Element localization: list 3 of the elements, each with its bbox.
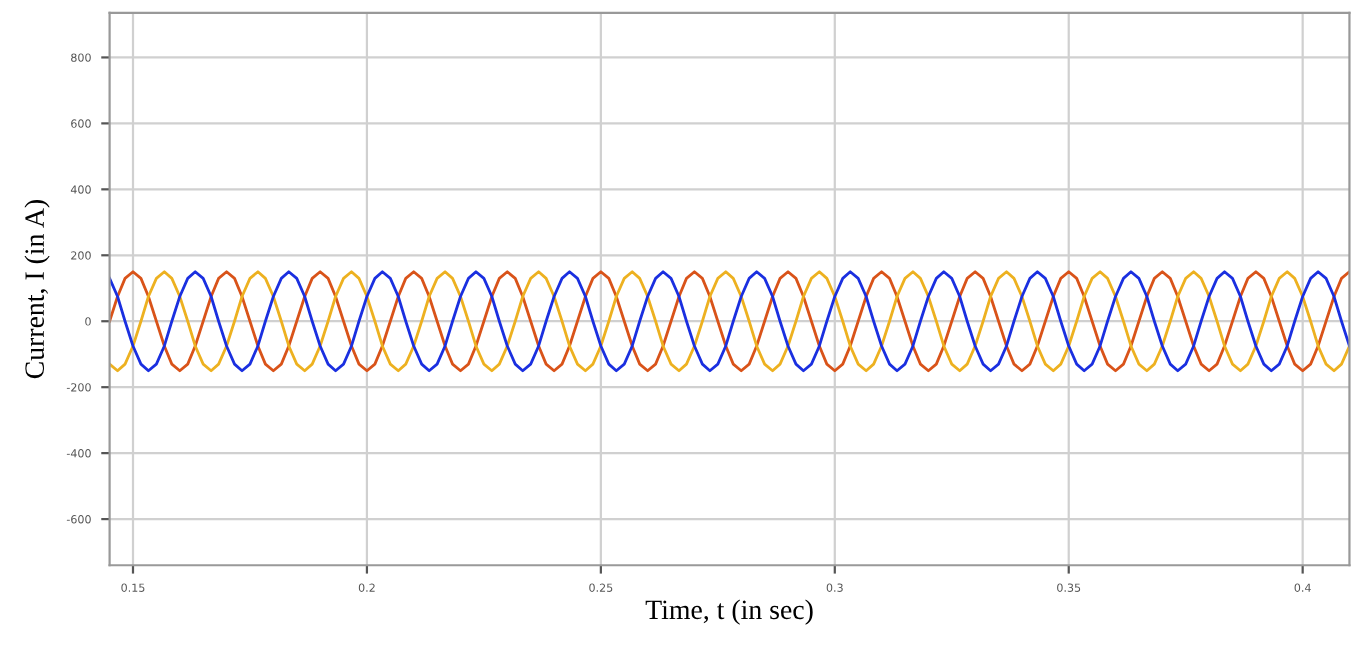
y-axis-title: Current, I (in A) — [24, 200, 50, 379]
line-series — [109, 270, 1350, 373]
x-axis-title: Time, t (in sec) — [645, 599, 813, 625]
